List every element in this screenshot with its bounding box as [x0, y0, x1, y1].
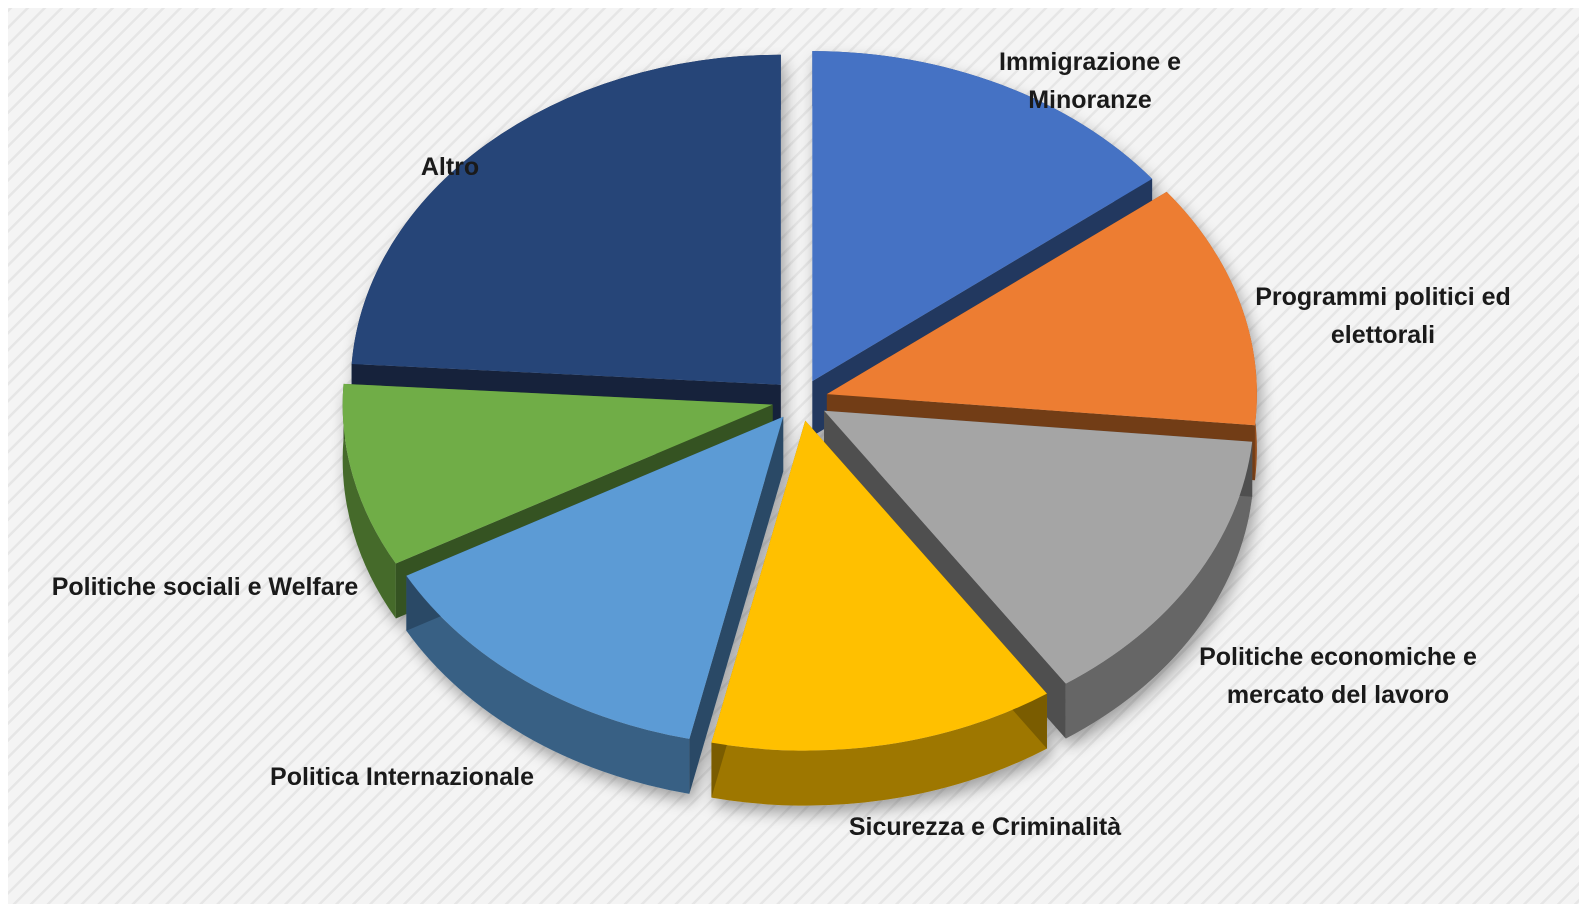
slice-label: Politica Internazionale [270, 763, 534, 791]
pie-slice [406, 416, 784, 794]
pie-slice-side [406, 575, 690, 794]
pie-slice-top [351, 54, 781, 385]
pie-slice-top [824, 410, 1253, 684]
pie-slice-wall [689, 416, 784, 794]
pie-slice-top [826, 191, 1257, 426]
pie-slices [342, 51, 1257, 806]
pie-slice-top [812, 51, 1153, 382]
slice-label: Politiche sociali e Welfare [52, 573, 359, 601]
pie-slice-top [342, 383, 773, 564]
slice-label: Sicurezza e Criminalità [849, 813, 1121, 841]
slice-label: Immigrazione e Minoranze [999, 48, 1181, 114]
slice-labels: Immigrazione e Minoranze Programmi politic… [52, 48, 1511, 841]
pie-slice [711, 420, 1047, 806]
slice-label: Programmi politici ed elettorali [1255, 283, 1511, 349]
slice-label: Altro [421, 153, 479, 181]
pie-slice-top [711, 420, 1047, 751]
pie-slice-side [711, 693, 1047, 806]
slice-label: Politiche economiche e mercato del lavoro [1199, 643, 1477, 709]
pie-slice-side [342, 383, 396, 619]
pie-slice-top [406, 416, 784, 739]
pie-slice-side [1065, 441, 1253, 739]
